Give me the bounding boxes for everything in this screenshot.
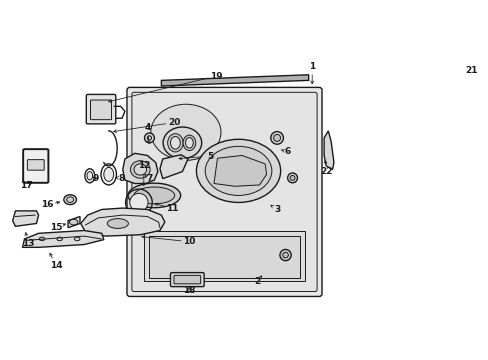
Polygon shape (81, 208, 164, 236)
Text: 19: 19 (209, 72, 222, 81)
Polygon shape (143, 230, 305, 281)
Ellipse shape (107, 219, 128, 228)
Text: 18: 18 (183, 286, 195, 295)
Ellipse shape (150, 104, 221, 160)
Ellipse shape (64, 195, 76, 204)
Text: 13: 13 (22, 239, 34, 248)
Ellipse shape (103, 167, 113, 181)
Circle shape (147, 136, 151, 140)
Text: 21: 21 (464, 66, 477, 75)
FancyBboxPatch shape (174, 275, 200, 284)
Polygon shape (68, 216, 80, 228)
Ellipse shape (163, 127, 201, 159)
Text: 9: 9 (93, 174, 99, 183)
Ellipse shape (87, 172, 92, 180)
FancyBboxPatch shape (132, 92, 316, 292)
Text: 14: 14 (50, 261, 62, 270)
Circle shape (282, 252, 288, 258)
Polygon shape (13, 211, 39, 226)
Text: 8: 8 (118, 174, 124, 183)
Text: 20: 20 (167, 118, 180, 127)
Text: 4: 4 (144, 123, 150, 132)
Text: 11: 11 (165, 203, 178, 212)
FancyBboxPatch shape (170, 273, 203, 287)
Ellipse shape (130, 161, 150, 178)
Circle shape (273, 134, 280, 141)
FancyBboxPatch shape (90, 100, 111, 120)
FancyBboxPatch shape (27, 159, 44, 170)
Text: 12: 12 (137, 162, 150, 171)
Circle shape (279, 249, 290, 261)
Circle shape (270, 132, 283, 144)
Text: 5: 5 (207, 152, 213, 161)
Ellipse shape (129, 193, 148, 212)
Polygon shape (122, 153, 158, 184)
Ellipse shape (128, 183, 180, 208)
Ellipse shape (134, 187, 174, 204)
Text: 7: 7 (146, 174, 152, 183)
Ellipse shape (170, 136, 180, 149)
Circle shape (289, 175, 294, 180)
Polygon shape (149, 236, 299, 278)
FancyBboxPatch shape (23, 149, 48, 183)
Polygon shape (161, 75, 308, 86)
Ellipse shape (205, 146, 271, 195)
Ellipse shape (185, 138, 193, 148)
FancyBboxPatch shape (127, 87, 322, 296)
Text: 3: 3 (273, 205, 280, 214)
Text: 16: 16 (41, 200, 54, 209)
Text: 10: 10 (183, 237, 195, 246)
Ellipse shape (69, 219, 78, 225)
Polygon shape (160, 155, 187, 179)
Text: 1: 1 (308, 62, 315, 71)
Circle shape (144, 133, 154, 143)
Ellipse shape (183, 135, 195, 150)
Polygon shape (214, 156, 266, 186)
Ellipse shape (167, 134, 183, 152)
Text: 2: 2 (254, 277, 260, 286)
Ellipse shape (196, 139, 280, 202)
Circle shape (287, 173, 297, 183)
Text: 22: 22 (319, 167, 332, 176)
Ellipse shape (66, 197, 74, 202)
Text: 15: 15 (50, 223, 62, 232)
Text: 17: 17 (20, 181, 32, 190)
Polygon shape (324, 131, 333, 170)
FancyBboxPatch shape (86, 94, 116, 124)
Polygon shape (22, 230, 103, 247)
Ellipse shape (134, 164, 146, 175)
Text: 6: 6 (284, 148, 290, 157)
